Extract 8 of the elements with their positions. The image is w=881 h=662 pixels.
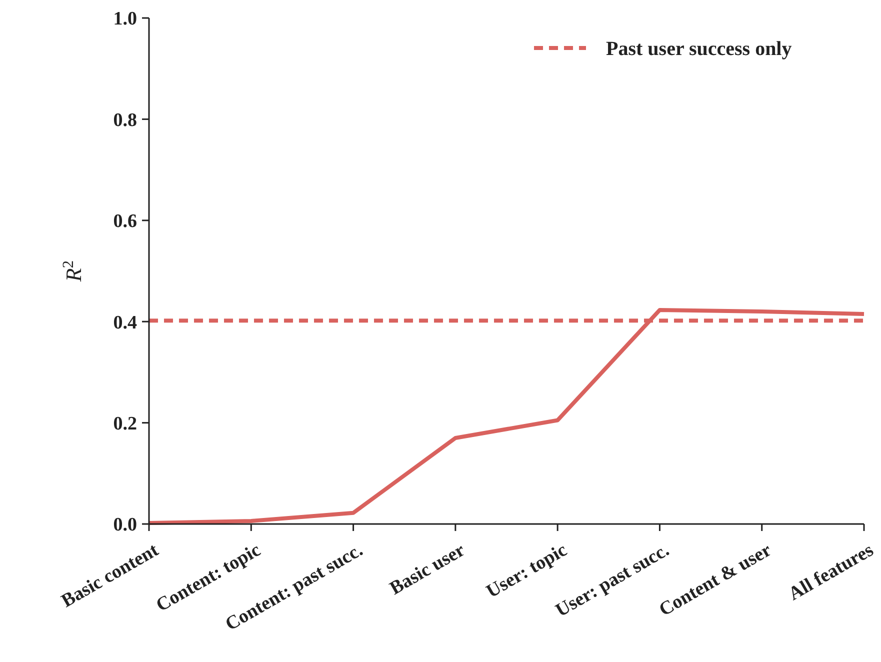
y-tick-label: 0.0 <box>113 514 137 536</box>
legend-label: Past user success only <box>606 38 792 60</box>
x-tick-label: Basic user <box>386 539 470 600</box>
y-tick-label: 0.8 <box>113 110 137 131</box>
y-tick-label: 0.4 <box>113 312 138 334</box>
y-tick-label: 1.0 <box>113 8 137 30</box>
y-tick-label: 0.2 <box>113 413 137 434</box>
y-tick-label: 0.6 <box>113 211 137 232</box>
